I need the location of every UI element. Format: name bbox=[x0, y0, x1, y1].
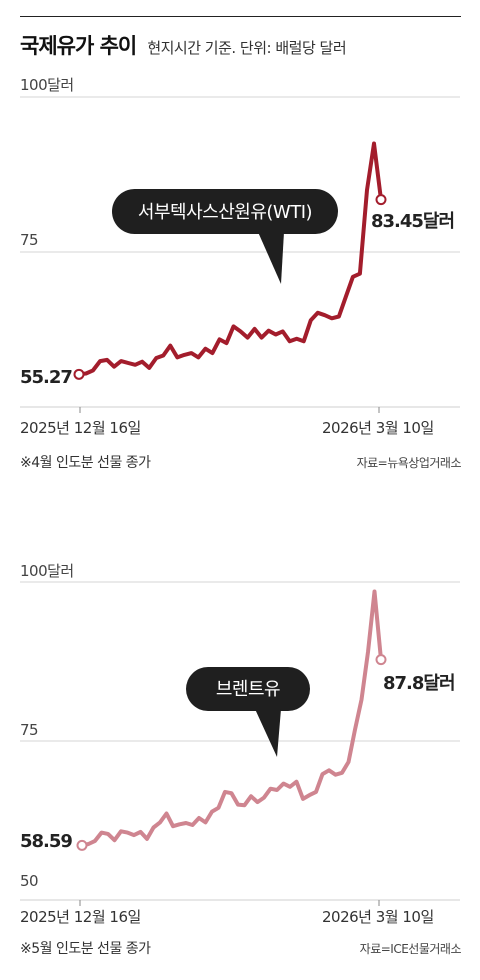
y-tick-label-75: 75 bbox=[20, 721, 38, 739]
x-label-end: 2026년 3월 10일 bbox=[322, 908, 434, 926]
x-label-start: 2025년 12월 16일 bbox=[20, 908, 141, 926]
x-label-start: 2025년 12월 16일 bbox=[20, 419, 141, 437]
wti-start-value: 55.27 bbox=[20, 367, 72, 388]
brent-end-value: 87.8달러 bbox=[383, 673, 455, 694]
y-tick-label-50: 50 bbox=[20, 872, 38, 890]
page-subtitle: 현지시간 기준. 단위: 배럴당 달러 bbox=[147, 39, 347, 57]
brent-footnote: ※5월 인도분 선물 종가 bbox=[20, 941, 151, 957]
top-rule bbox=[20, 16, 461, 17]
wti-series-name: 서부텍사스산원유(WTI) bbox=[138, 202, 312, 223]
wti-end-marker bbox=[375, 194, 387, 206]
wti-start-marker bbox=[73, 368, 85, 380]
wti-footnote: ※4월 인도분 선물 종가 bbox=[20, 455, 151, 471]
wti-end-value: 83.45달러 bbox=[371, 211, 454, 232]
wti-label-bubble: 서부텍사스산원유(WTI) bbox=[112, 189, 338, 284]
wti-chart: 100달러 75 55.27 83.45달러 서부텍사스산원유(WTI) 202… bbox=[20, 76, 462, 471]
brent-chart: 100달러 75 50 58.59 87.8달러 브렌트유 2025년 12월 … bbox=[20, 562, 462, 957]
wti-series-line bbox=[77, 141, 383, 377]
brent-series-name: 브렌트유 bbox=[216, 679, 280, 700]
page-title: 국제유가 추이 bbox=[20, 34, 137, 58]
brent-source: 자료=ICE선물거래소 bbox=[360, 942, 462, 956]
brent-series-line bbox=[80, 589, 383, 848]
brent-label-bubble: 브렌트유 bbox=[186, 667, 310, 757]
brent-start-value: 58.59 bbox=[20, 831, 72, 852]
wti-source: 자료=뉴욕상업거래소 bbox=[357, 456, 462, 470]
brent-end-marker bbox=[375, 654, 387, 666]
y-tick-label-100: 100달러 bbox=[20, 562, 74, 580]
chart-header: 국제유가 추이 현지시간 기준. 단위: 배럴당 달러 bbox=[20, 30, 347, 60]
brent-start-marker bbox=[76, 839, 88, 851]
y-tick-label-75: 75 bbox=[20, 231, 38, 249]
y-tick-label-100: 100달러 bbox=[20, 76, 74, 94]
x-label-end: 2026년 3월 10일 bbox=[322, 419, 434, 437]
